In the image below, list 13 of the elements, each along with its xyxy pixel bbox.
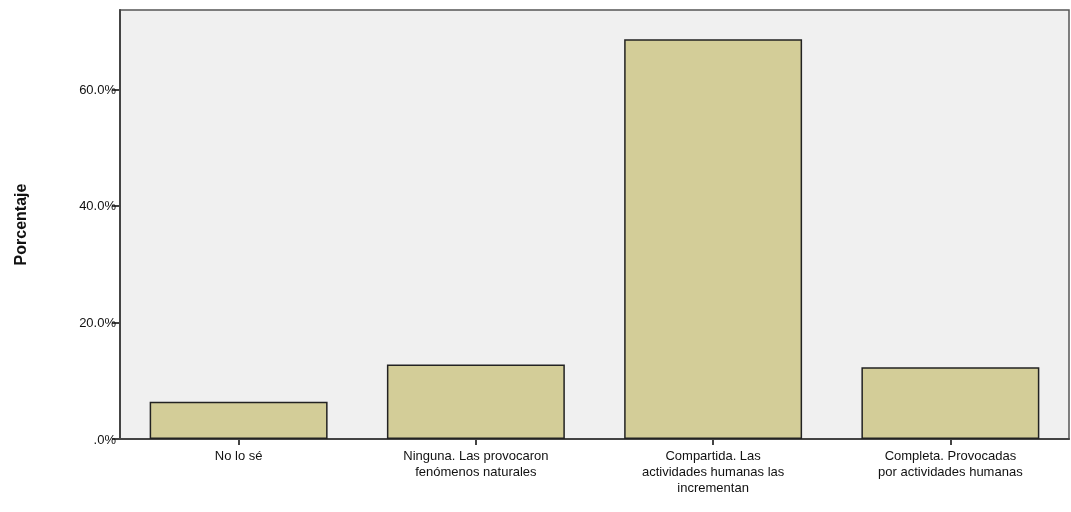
x-tick-label: Compartida. Las actividades humanas las incrementan xyxy=(641,447,785,495)
x-tick-label: Ninguna. Las provocaron fenómenos naturales xyxy=(403,447,549,479)
bar xyxy=(149,401,328,439)
x-tick-label: No lo sé xyxy=(214,447,263,463)
y-axis-title: Porcentaje xyxy=(11,183,29,266)
bar xyxy=(861,367,1040,439)
y-tick-label: .0% xyxy=(93,431,117,447)
y-tick-label: 40.0% xyxy=(79,198,117,214)
bar xyxy=(624,39,803,439)
y-tick-label: 60.0% xyxy=(79,81,117,97)
x-tick-label: Completa. Provocadas por actividades humanas xyxy=(878,447,1024,479)
bar xyxy=(386,364,565,439)
y-tick-label: 20.0% xyxy=(79,314,117,330)
